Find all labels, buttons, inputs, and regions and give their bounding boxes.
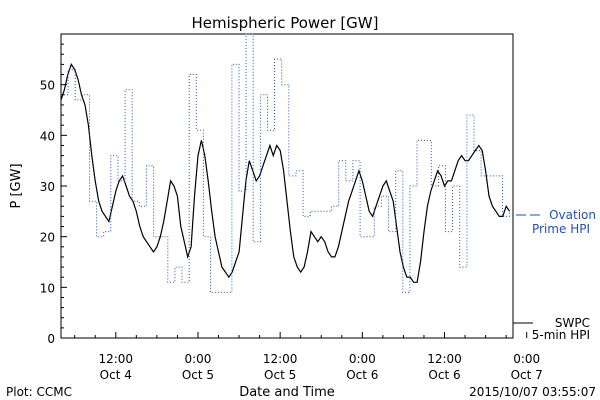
plot-area: 0 10 20 30 40 50 12:00 Oct 4 0:00 Oct 5 12:00 Oct … [40, 33, 543, 382]
x-axis: 12:00 Oct 4 0:00 Oct 5 12:00 Oct 5 0:00 Oct 6 12… [74, 332, 543, 382]
x-tick-label-time: 0:00 [513, 352, 540, 366]
y-tick-label: 50 [40, 79, 55, 93]
series-swpc-line [60, 63, 511, 283]
y-tick-label: 10 [40, 281, 55, 295]
x-tick-label-time: 12:00 [98, 352, 133, 366]
legend-swpc-label-line1: SWPC [555, 316, 590, 330]
x-axis-label: Date and Time [239, 385, 335, 400]
x-tick-label-date: Oct 5 [264, 368, 296, 382]
y-tick-label: 0 [47, 332, 55, 346]
x-tick-label-time: 0:00 [184, 352, 211, 366]
series-ovation-prime-line [61, 33, 511, 293]
x-tick-label-date: Oct 6 [346, 368, 378, 382]
y-axis-label: P [GW] [9, 163, 24, 208]
legend-ovation-label-line1: Ovation [549, 208, 596, 222]
x-tick-label-date: Oct 5 [182, 368, 214, 382]
chart-title: Hemispheric Power [GW] [192, 14, 379, 32]
y-axis: 0 10 20 30 40 50 [40, 43, 67, 346]
x-tick-label-date: Oct 7 [511, 368, 543, 382]
y-tick-label: 40 [40, 129, 55, 143]
x-tick-label-date: Oct 4 [100, 368, 132, 382]
footer-timestamp: 2015/10/07 03:55:07 [469, 385, 596, 399]
legend-ovation-label-line2: Prime HPI [532, 222, 590, 236]
series-layer [60, 33, 511, 293]
x-tick-label-time: 12:00 [263, 352, 298, 366]
footer-credit: Plot: CCMC [6, 385, 72, 399]
x-tick-label-time: 0:00 [349, 352, 376, 366]
x-tick-label-date: Oct 6 [428, 368, 460, 382]
x-tick-label-time: 12:00 [427, 352, 462, 366]
legend-swpc-label-line2: 5-min HPI [532, 328, 590, 342]
y-tick-label: 20 [40, 231, 55, 245]
y-tick-label: 30 [40, 180, 55, 194]
